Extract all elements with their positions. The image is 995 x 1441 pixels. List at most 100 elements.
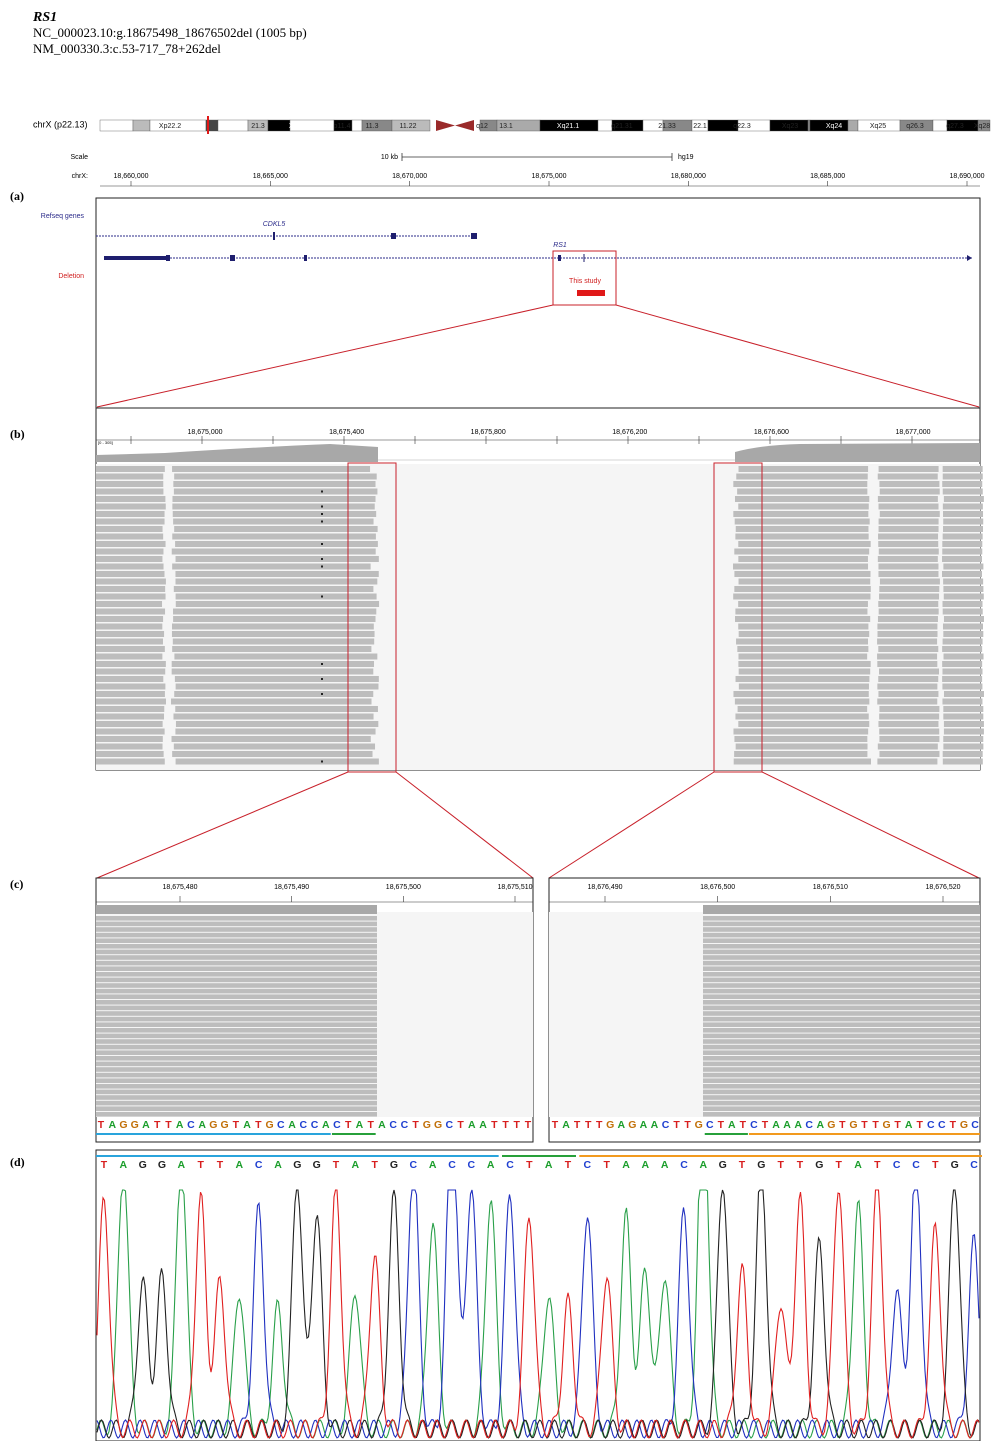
base-letter: G (628, 1119, 636, 1131)
read (878, 616, 938, 622)
band-label: Xq25 (870, 123, 886, 130)
axis-tick-label: 18,690,000 (949, 173, 984, 180)
read (879, 706, 939, 712)
read (736, 639, 868, 645)
base-letter: T (154, 1119, 161, 1131)
band-label: 11.3 (365, 123, 378, 130)
read (878, 541, 938, 547)
read (96, 1050, 377, 1055)
read (96, 938, 377, 943)
read (176, 594, 377, 600)
base-letter: A (783, 1119, 791, 1131)
exon (104, 256, 168, 260)
read (942, 481, 982, 487)
read (96, 489, 163, 495)
read (878, 571, 938, 577)
read (96, 1028, 377, 1033)
read (172, 646, 371, 652)
read (96, 1106, 377, 1111)
read (877, 684, 937, 690)
read (96, 1062, 377, 1067)
axis-tick-label: 18,675,000 (187, 429, 222, 436)
read (96, 466, 165, 472)
base-letter: C (893, 1159, 901, 1171)
exon (391, 233, 396, 239)
base-letter: A (479, 1119, 487, 1131)
base-letter: G (423, 1119, 431, 1131)
base-letter: A (640, 1119, 648, 1131)
read (703, 1112, 980, 1117)
read (879, 481, 939, 487)
read (96, 691, 165, 697)
read (96, 549, 163, 555)
base-letter: G (960, 1119, 968, 1131)
read (879, 736, 939, 742)
read (172, 504, 374, 510)
base-letter: T (502, 1119, 509, 1131)
scale-assembly: hg19 (678, 154, 694, 161)
read (96, 496, 165, 502)
zoom-line (396, 772, 533, 878)
base-letter: G (815, 1159, 823, 1171)
base-letter: A (178, 1159, 186, 1171)
band-label: 13.1 (499, 123, 513, 130)
mismatch (321, 506, 323, 508)
base-letter: A (142, 1119, 150, 1131)
read (96, 571, 165, 577)
track-label: Refseq genes (41, 213, 85, 220)
read (96, 983, 377, 988)
base-letter: T (585, 1119, 592, 1131)
read (734, 759, 871, 765)
panel-label: (a) (10, 189, 24, 203)
base-letter: T (932, 1159, 939, 1171)
base-letter: T (839, 1119, 846, 1131)
band-label: q27.3 (946, 123, 964, 130)
read (96, 759, 165, 765)
base-letter: G (131, 1119, 139, 1131)
read (703, 966, 980, 971)
mismatch (321, 596, 323, 598)
base-letter: T (514, 1119, 521, 1131)
base-letter: G (827, 1119, 835, 1131)
read (174, 489, 378, 495)
base-letter: G (695, 1119, 703, 1131)
read (96, 654, 162, 660)
base-letter: C (938, 1119, 946, 1131)
read (878, 601, 938, 607)
coverage (735, 443, 980, 462)
base-letter: A (288, 1119, 296, 1131)
band-label: 11.22 (400, 123, 417, 130)
ideogram-label: chrX (p22.13) (33, 119, 88, 129)
base-letter: A (772, 1119, 780, 1131)
base-letter: C (446, 1119, 454, 1131)
gene-title: RS1 (32, 10, 57, 25)
base-letter: C (187, 1119, 195, 1131)
base-letter: G (390, 1159, 398, 1171)
base-letter: T (777, 1159, 784, 1171)
read (96, 601, 162, 607)
read (942, 541, 982, 547)
read (96, 609, 165, 615)
read (96, 639, 163, 645)
read (879, 751, 939, 757)
base-letter: T (596, 1119, 603, 1131)
read (96, 676, 163, 682)
base-letter: A (243, 1119, 251, 1131)
gene-name: CDKL5 (263, 221, 286, 228)
base-letter: A (816, 1119, 824, 1131)
centromere (436, 120, 474, 131)
read (171, 699, 371, 705)
read (96, 1045, 377, 1050)
mismatch (321, 513, 323, 515)
base-letter: T (217, 1159, 224, 1171)
read (735, 519, 870, 525)
read (735, 616, 870, 622)
read (703, 989, 980, 994)
read (703, 1056, 980, 1061)
exon (471, 233, 477, 239)
base-letter: G (293, 1159, 301, 1171)
mismatch (321, 693, 323, 695)
read (733, 594, 870, 600)
read (878, 744, 938, 750)
read (96, 579, 166, 585)
